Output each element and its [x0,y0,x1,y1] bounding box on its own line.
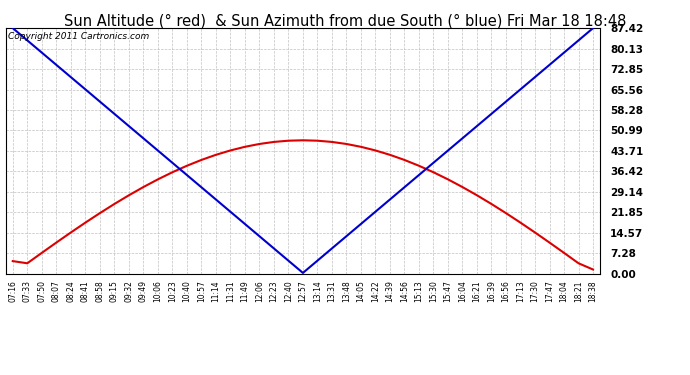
Text: Sun Altitude (° red)  & Sun Azimuth from due South (° blue) Fri Mar 18 18:48: Sun Altitude (° red) & Sun Azimuth from … [63,13,627,28]
Text: Copyright 2011 Cartronics.com: Copyright 2011 Cartronics.com [8,32,150,41]
